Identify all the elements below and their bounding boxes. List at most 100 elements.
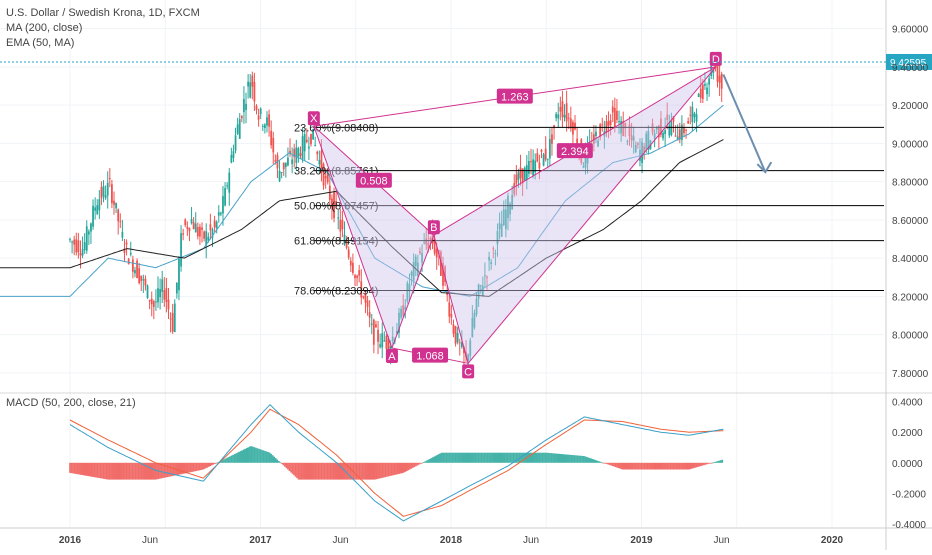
- candle-body: [618, 121, 620, 123]
- candle-body: [532, 159, 535, 176]
- macd-histogram-bar: [299, 462, 301, 480]
- candle-body: [500, 223, 503, 237]
- candle-body: [391, 336, 394, 342]
- macd-histogram-bar: [180, 462, 183, 475]
- candle-body: [377, 329, 379, 342]
- candle-body: [672, 115, 675, 122]
- macd-histogram-bar: [288, 462, 291, 471]
- macd-histogram-bar: [652, 462, 655, 470]
- macd-histogram-bar: [556, 453, 559, 463]
- macd-histogram-bar: [264, 450, 266, 463]
- candle-body: [559, 106, 562, 112]
- macd-histogram-bar: [677, 462, 679, 470]
- macd-histogram-bar: [575, 455, 577, 463]
- macd-histogram-bar: [410, 462, 413, 469]
- macd-histogram-bar: [462, 452, 464, 463]
- macd-histogram-bar: [378, 462, 381, 479]
- candle-body: [647, 131, 650, 150]
- macd-histogram-bar: [459, 452, 461, 463]
- macd-histogram-bar: [399, 462, 402, 474]
- candle-body: [435, 248, 438, 258]
- candle-body: [416, 262, 419, 276]
- macd-histogram-bar: [534, 452, 536, 463]
- macd-histogram-bar: [143, 462, 146, 480]
- macd-histogram-bar: [326, 462, 329, 480]
- candle-body: [312, 129, 314, 140]
- candle-body: [322, 163, 325, 186]
- macd-histogram-bar: [576, 455, 579, 463]
- candle-body: [127, 259, 130, 265]
- macd-histogram-bar: [681, 462, 684, 470]
- macd-histogram-bar: [117, 462, 120, 480]
- candle-body: [444, 266, 446, 282]
- candle-body: [266, 117, 268, 126]
- macd-histogram-bar: [611, 462, 614, 467]
- candle-body: [421, 252, 423, 263]
- macd-histogram-bar: [262, 450, 265, 463]
- macd-histogram-bar: [643, 462, 646, 470]
- candle-body: [632, 136, 635, 141]
- candle-body: [708, 78, 711, 85]
- macd-histogram-bar: [72, 462, 74, 474]
- candle-body: [513, 183, 516, 195]
- macd-histogram-bar: [689, 462, 692, 470]
- macd-histogram-bar: [131, 462, 134, 480]
- candle-body: [131, 259, 134, 272]
- pattern-point-label: C: [464, 366, 472, 378]
- macd-histogram-bar: [178, 462, 181, 475]
- price-tick-label: 8.00000: [892, 331, 929, 342]
- macd-histogram-bar: [323, 462, 326, 480]
- macd-histogram-bar: [69, 462, 71, 473]
- macd-histogram-bar: [567, 454, 570, 463]
- candle-body: [567, 117, 570, 119]
- macd-histogram-bar: [349, 462, 352, 480]
- candle-body: [544, 148, 547, 160]
- candle-body: [609, 120, 612, 125]
- candle-body: [419, 251, 421, 253]
- macd-histogram-bar: [189, 462, 192, 473]
- macd-histogram-bar: [273, 456, 276, 463]
- current-price-label: 9.42595: [890, 58, 927, 69]
- candle-body: [372, 319, 375, 345]
- candle-body: [689, 114, 692, 116]
- candle-body: [178, 258, 180, 291]
- candle-body: [175, 282, 178, 294]
- macd-histogram-bar: [119, 462, 122, 480]
- candle-body: [291, 159, 294, 165]
- macd-histogram-bar: [137, 462, 140, 480]
- macd-histogram-bar: [684, 462, 687, 470]
- macd-histogram-bar: [538, 452, 541, 463]
- candle-body: [670, 121, 673, 136]
- macd-histogram-bar: [639, 462, 641, 470]
- candle-body: [616, 110, 618, 120]
- candle-body: [408, 284, 411, 291]
- candle-body: [263, 124, 266, 129]
- macd-histogram-bar: [81, 462, 83, 476]
- macd-histogram-bar: [404, 462, 407, 472]
- candle-body: [85, 226, 88, 251]
- macd-histogram-bar: [377, 462, 379, 479]
- candle-body: [548, 139, 551, 159]
- candle-body: [79, 253, 82, 256]
- macd-histogram-bar: [543, 452, 545, 463]
- macd-histogram-bar: [602, 462, 605, 464]
- candle-body: [479, 285, 482, 287]
- macd-histogram-bar: [453, 452, 455, 463]
- pattern-ratio-badge: [355, 172, 392, 188]
- macd-histogram-bar: [98, 462, 100, 478]
- pattern-point-label: A: [388, 351, 396, 363]
- macd-histogram-bar: [433, 456, 436, 463]
- candle-body: [274, 160, 277, 162]
- candle-body: [676, 136, 679, 141]
- pattern-ratio-label: 2.394: [561, 146, 589, 158]
- macd-histogram-bar: [111, 462, 114, 480]
- candle-body: [238, 119, 241, 139]
- macd-histogram-bar: [381, 462, 384, 478]
- candle-body: [712, 69, 715, 73]
- candle-body: [523, 167, 526, 181]
- macd-histogram-bar: [540, 452, 542, 463]
- macd-histogram-bar: [506, 452, 509, 463]
- macd-histogram-bar: [281, 462, 283, 464]
